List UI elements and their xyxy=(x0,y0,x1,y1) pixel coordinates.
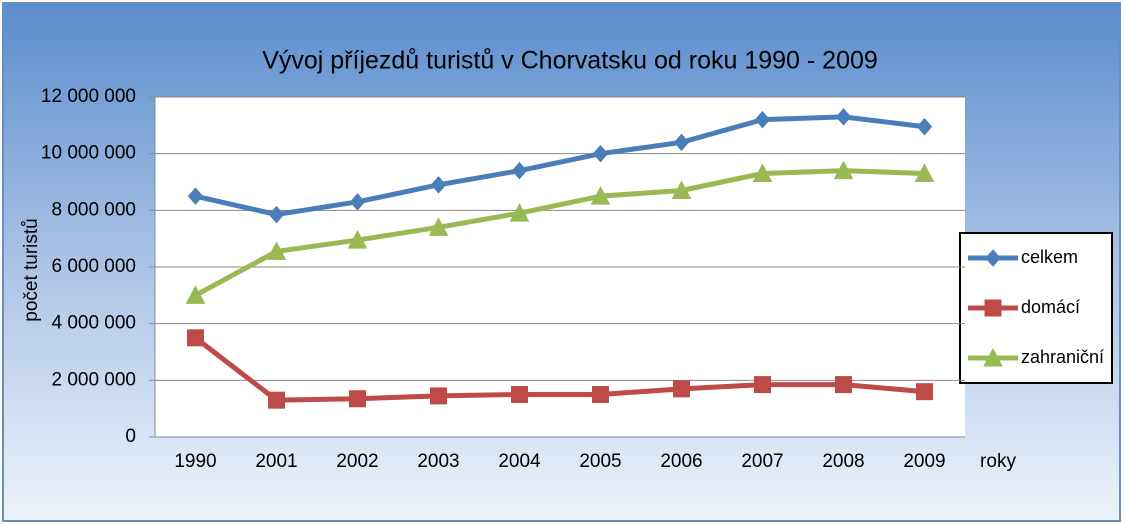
y-tick-label: 0 xyxy=(125,426,136,447)
data-point xyxy=(754,376,771,394)
x-tick-label: 2005 xyxy=(579,451,621,472)
data-point xyxy=(835,108,852,126)
chart-title: Vývoj příjezdů turistů v Chorvatsku od r… xyxy=(262,47,878,75)
x-tick-label: 2002 xyxy=(336,451,378,472)
y-tick-label: 12 000 000 xyxy=(41,86,136,107)
data-point xyxy=(592,144,609,163)
x-tick-label: 2004 xyxy=(498,451,541,472)
data-point xyxy=(266,241,287,260)
x-axis-label: roky xyxy=(980,451,1016,472)
legend-marker xyxy=(985,249,1001,267)
data-point xyxy=(347,230,368,249)
series-line xyxy=(193,335,925,403)
data-point xyxy=(916,117,933,136)
data-point xyxy=(349,193,366,211)
data-point xyxy=(511,386,528,403)
x-tick-label: 2001 xyxy=(255,451,297,472)
legend-label: domácí xyxy=(1021,297,1080,317)
data-point xyxy=(590,186,611,205)
x-tick-label: 1990 xyxy=(174,451,216,472)
data-point xyxy=(268,205,285,224)
y-axis-label: počet turistů xyxy=(21,218,42,322)
data-point xyxy=(187,187,204,205)
legend-marker xyxy=(983,347,1003,367)
y-tick-label: 2 000 000 xyxy=(51,369,136,390)
data-point xyxy=(268,391,285,409)
x-tick-label: 2007 xyxy=(741,451,783,472)
data-point xyxy=(673,380,690,398)
data-point xyxy=(671,180,692,199)
legend-label: celkem xyxy=(1021,247,1078,267)
data-point xyxy=(833,160,854,180)
x-tick-label: 2006 xyxy=(660,451,702,472)
data-point xyxy=(428,217,449,236)
data-point xyxy=(835,376,852,394)
series-line xyxy=(194,168,925,298)
data-point xyxy=(916,383,933,401)
legend-label: zahraniční xyxy=(1021,347,1104,367)
x-tick-label: 2009 xyxy=(903,451,945,472)
data-point xyxy=(754,110,771,129)
legend-marker xyxy=(984,299,1002,317)
data-point xyxy=(914,163,935,182)
data-point xyxy=(511,161,528,180)
data-point xyxy=(187,329,204,347)
data-point xyxy=(430,387,447,405)
y-tick-label: 8 000 000 xyxy=(51,199,136,220)
data-point xyxy=(509,203,530,222)
data-point xyxy=(185,285,206,304)
x-tick-label: 2008 xyxy=(822,451,864,472)
data-point xyxy=(592,386,609,403)
data-point xyxy=(673,133,690,152)
y-tick-label: 6 000 000 xyxy=(51,256,136,277)
x-tick-label: 2003 xyxy=(417,451,459,472)
series-line xyxy=(194,114,925,218)
data-point xyxy=(752,163,773,182)
y-tick-label: 10 000 000 xyxy=(41,143,136,164)
data-point xyxy=(349,390,366,408)
data-point xyxy=(430,176,447,194)
y-tick-label: 4 000 000 xyxy=(51,313,136,334)
